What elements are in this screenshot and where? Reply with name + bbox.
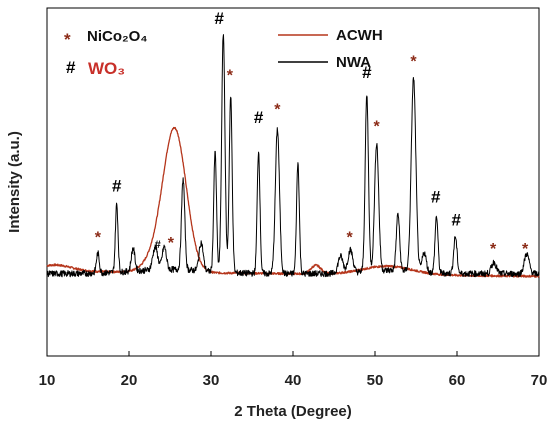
phase-legend-nico2o4-label: NiCo₂O₄ xyxy=(87,28,147,45)
series-legend: ACWH NWA xyxy=(278,27,383,71)
nico2o4-peak-marker: * xyxy=(346,229,353,246)
x-tick-label: 40 xyxy=(285,372,302,389)
nico2o4-peak-marker: * xyxy=(274,102,281,119)
x-tick-label: 70 xyxy=(531,372,548,389)
wo3-peak-marker: # xyxy=(431,188,441,207)
nico2o4-peak-marker: * xyxy=(374,119,381,136)
legend-nwa-label: NWA xyxy=(336,54,371,71)
legend-acwh-label: ACWH xyxy=(336,27,383,44)
nico2o4-peak-marker: * xyxy=(522,241,529,258)
nwa-series-line xyxy=(46,34,540,278)
phase-legend: * NiCo₂O₄ # WO₃ xyxy=(64,28,147,78)
x-axis-title: 2 Theta (Degree) xyxy=(234,403,352,420)
nico2o4-peak-marker: * xyxy=(410,53,417,70)
wo3-peak-marker: # xyxy=(214,9,224,28)
nico2o4-peak-marker: * xyxy=(490,241,497,258)
wo3-peak-marker: # xyxy=(112,176,122,195)
wo3-peak-marker: # xyxy=(155,239,161,251)
x-tick-label: 50 xyxy=(367,372,384,389)
x-tick-label: 10 xyxy=(39,372,56,389)
phase-legend-star-marker: * xyxy=(64,30,71,49)
x-tick-label: 30 xyxy=(203,372,220,389)
wo3-peak-marker: # xyxy=(254,108,264,127)
wo3-peak-marker: # xyxy=(362,63,372,82)
x-axis-ticks: 10 20 30 40 50 60 70 xyxy=(39,351,548,389)
x-tick-label: 20 xyxy=(121,372,138,389)
peak-annotations: # * # * # * # * * # * * # # * * xyxy=(95,9,529,258)
series-layer xyxy=(46,34,540,278)
wo3-peak-marker: # xyxy=(451,210,461,229)
nico2o4-peak-marker: * xyxy=(168,235,175,252)
acwh-series-line xyxy=(46,126,540,278)
nico2o4-peak-marker: * xyxy=(227,68,234,85)
nico2o4-peak-marker: * xyxy=(95,229,102,246)
y-axis-title: Intensity (a.u.) xyxy=(6,131,23,233)
phase-legend-wo3-label: WO₃ xyxy=(88,59,125,78)
x-tick-label: 60 xyxy=(449,372,466,389)
phase-legend-hash-marker: # xyxy=(66,58,76,77)
